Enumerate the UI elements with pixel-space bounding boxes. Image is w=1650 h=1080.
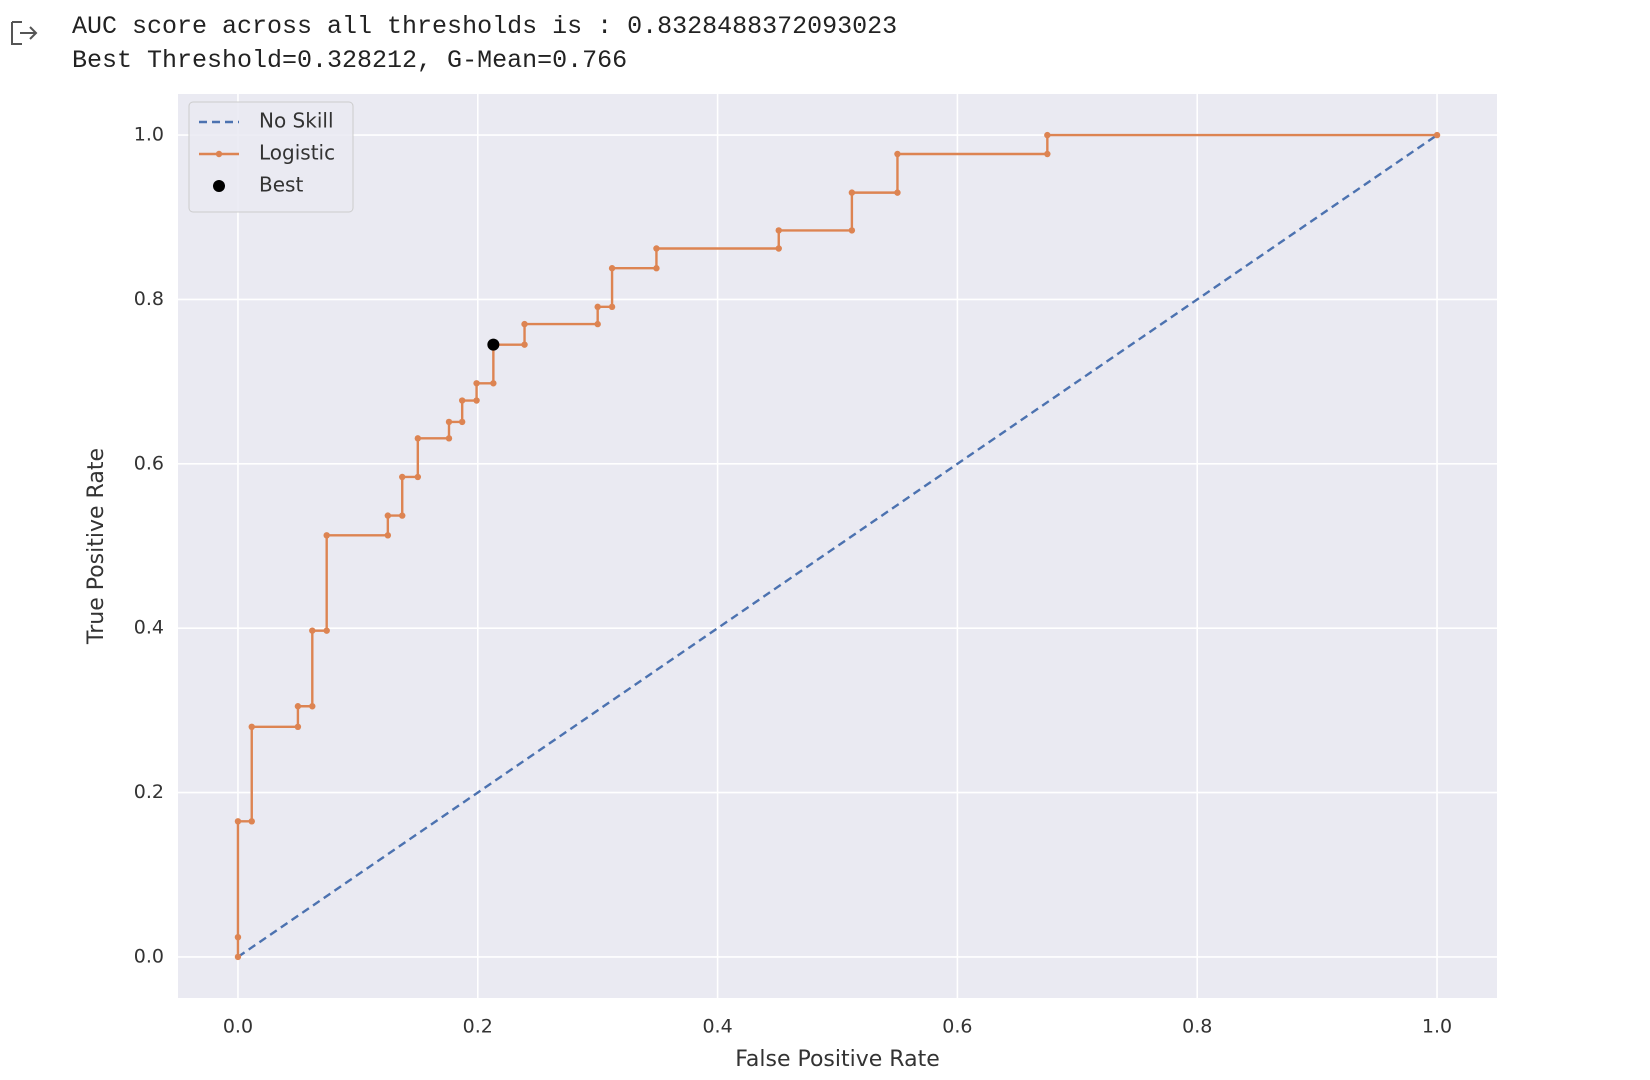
- marker: [384, 512, 392, 519]
- marker: [775, 245, 782, 252]
- y-tick-label: 1.0: [134, 124, 164, 146]
- y-tick-label: 0.8: [134, 288, 164, 310]
- legend-label: No Skill: [259, 109, 334, 133]
- marker: [653, 245, 660, 252]
- legend-label: Best: [259, 173, 303, 197]
- marker: [473, 380, 480, 387]
- y-tick-label: 0.2: [134, 781, 164, 803]
- marker: [848, 189, 856, 196]
- output-line: AUC score across all thresholds is : 0.8…: [72, 12, 898, 41]
- legend-marker: [215, 150, 223, 158]
- x-tick-label: 0.0: [223, 1016, 253, 1038]
- x-tick-label: 0.6: [942, 1016, 972, 1038]
- marker: [894, 189, 901, 196]
- marker: [594, 303, 601, 311]
- marker: [234, 818, 242, 825]
- marker: [323, 627, 330, 634]
- marker: [594, 320, 601, 328]
- marker: [848, 227, 856, 234]
- x-tick-label: 0.8: [1182, 1016, 1212, 1038]
- marker: [521, 341, 528, 348]
- marker: [323, 532, 330, 539]
- x-tick-label: 0.4: [702, 1016, 732, 1038]
- marker: [458, 418, 466, 426]
- marker: [1433, 131, 1441, 139]
- output-icon[interactable]: [8, 18, 44, 48]
- x-tick-label: 1.0: [1422, 1016, 1452, 1038]
- marker: [521, 320, 528, 328]
- y-tick-label: 0.4: [134, 617, 164, 639]
- x-tick-label: 0.2: [463, 1016, 493, 1038]
- marker: [294, 703, 302, 710]
- x-axis-label: False Positive Rate: [735, 1047, 939, 1072]
- marker: [384, 532, 392, 539]
- marker: [473, 397, 480, 404]
- marker: [399, 512, 406, 519]
- marker: [608, 265, 616, 272]
- y-tick-label: 0.6: [134, 452, 164, 474]
- marker: [1044, 150, 1051, 158]
- plot-area: [178, 94, 1497, 998]
- marker: [608, 303, 616, 311]
- marker: [490, 380, 497, 387]
- marker: [234, 953, 242, 961]
- output-line: Best Threshold=0.328212, G-Mean=0.766: [72, 46, 628, 75]
- marker: [414, 473, 422, 481]
- y-tick-label: 0.0: [134, 945, 164, 967]
- legend-box: [188, 101, 354, 213]
- marker: [445, 418, 453, 426]
- marker: [653, 265, 660, 272]
- marker: [309, 703, 316, 710]
- series-line: [237, 134, 1438, 958]
- marker: [775, 227, 782, 234]
- legend-marker: [213, 180, 225, 192]
- marker: [309, 627, 316, 634]
- marker: [445, 435, 453, 442]
- marker: [248, 818, 255, 825]
- marker: [399, 473, 406, 481]
- legend-label: Logistic: [259, 141, 335, 165]
- marker: [894, 150, 901, 158]
- marker: [234, 933, 242, 941]
- marker: [294, 723, 302, 730]
- marker: [1044, 131, 1051, 139]
- marker: [248, 723, 255, 730]
- best-point: [487, 338, 500, 351]
- marker: [458, 397, 466, 404]
- marker: [414, 435, 422, 442]
- y-axis-label: True Positive Rate: [84, 448, 109, 645]
